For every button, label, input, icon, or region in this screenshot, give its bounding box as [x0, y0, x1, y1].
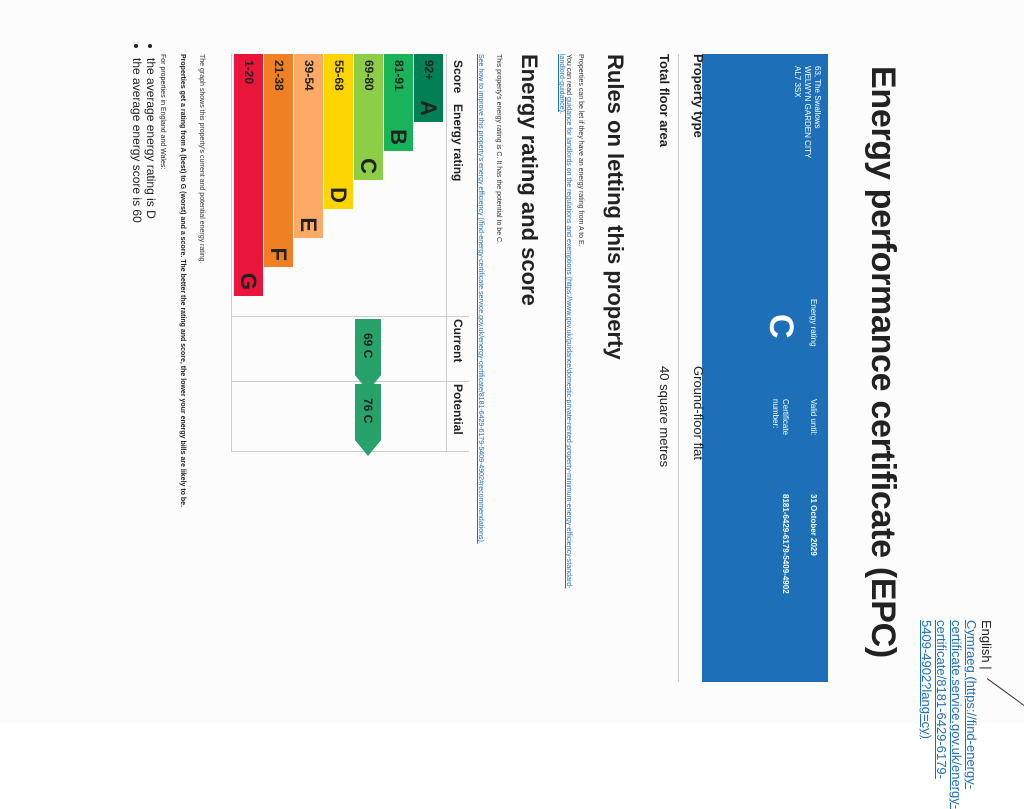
- current-header: Current: [451, 319, 465, 363]
- property-type-label: Property type: [691, 54, 706, 138]
- letting-heading: Rules on letting this property: [603, 54, 628, 360]
- averages-list: the average energy rating is D the avera…: [130, 40, 158, 223]
- chart-right-border: [231, 451, 469, 452]
- epc-chart: Score Energy rating Current Potential 92…: [209, 54, 469, 454]
- language-english[interactable]: English: [979, 620, 994, 663]
- rating-text: This property's energy rating is C. It h…: [495, 54, 502, 245]
- band-score-range: 81-91: [392, 60, 406, 91]
- list-item: the average energy rating is D: [144, 58, 158, 223]
- chart-caption: The graph shows this property's current …: [198, 54, 205, 264]
- list-item: the average energy score is 60: [130, 58, 144, 223]
- chart-current-border: [231, 316, 469, 317]
- band-score-range: 69-80: [362, 60, 376, 91]
- rating-band-a: 92+ A: [414, 54, 443, 122]
- band-letter: C: [356, 158, 381, 174]
- summary-banner: 63, The Swallows WELWYN GARDEN CITY AL7 …: [702, 54, 828, 682]
- current-rating-label: 69 C: [361, 333, 375, 359]
- rating-band-c: 69-80 C: [354, 54, 383, 180]
- certificate-number-value: 8181-6429-6179-5409-4902: [781, 494, 790, 594]
- band-score-range: 39-54: [302, 60, 316, 91]
- band-letter: B: [386, 129, 411, 145]
- rating-band-f: 21-38 F: [264, 54, 293, 267]
- rating-band-d: 55-68 D: [324, 54, 353, 209]
- band-letter: E: [296, 217, 321, 232]
- valid-until-label: Valid until:: [809, 399, 818, 436]
- band-letter: G: [236, 272, 261, 290]
- energy-rating-header: Energy rating: [451, 104, 465, 182]
- floor-area-value: 40 square metres: [657, 366, 672, 468]
- potential-rating-label: 76 C: [361, 398, 375, 424]
- rating-band-b: 81-91 B: [384, 54, 413, 151]
- landlord-guidance-link[interactable]: guidance for landlords on the regulation…: [558, 54, 572, 589]
- property-type-value: Ground-floor flat: [691, 366, 706, 460]
- energy-rating-label: Energy rating: [809, 299, 818, 347]
- epc-page: English | Cymraeg (https://find-energy-c…: [0, 0, 1024, 723]
- rating-heading: Energy rating and score: [517, 54, 542, 306]
- valid-until-value: 31 October 2029: [809, 494, 818, 556]
- language-welsh-link[interactable]: Cymraeg (https://find-energy-certificate…: [919, 620, 979, 809]
- language-bar: English | Cymraeg (https://find-energy-c…: [919, 620, 994, 809]
- chart-potential-border: [231, 381, 469, 382]
- page-title: Energy performance certificate (EPC): [864, 66, 902, 658]
- letting-guidance-suffix: .: [558, 111, 565, 114]
- improve-efficiency-link[interactable]: See how to improve this property's energ…: [477, 54, 484, 544]
- rating-explanation: Properties get a rating from A (best) to…: [179, 54, 186, 508]
- rating-band-g: 1-20 G: [234, 54, 263, 296]
- band-score-range: 21-38: [272, 60, 286, 91]
- band-score-range: 92+: [422, 60, 436, 81]
- letting-text: Properties can be let if they have an en…: [577, 54, 584, 247]
- potential-header: Potential: [451, 384, 465, 435]
- property-address: 63, The Swallows WELWYN GARDEN CITY AL7 …: [793, 66, 822, 159]
- band-letter: F: [266, 247, 291, 261]
- energy-rating-letter: C: [762, 314, 800, 339]
- band-letter: D: [326, 187, 351, 203]
- band-score-range: 55-68: [332, 60, 346, 91]
- language-separator: |: [979, 666, 994, 670]
- score-header: Score: [451, 60, 465, 94]
- letting-guidance-prefix: You can read: [565, 54, 572, 97]
- rating-band-e: 39-54 E: [294, 54, 323, 238]
- chart-header-line: [446, 54, 447, 452]
- divider: [678, 54, 679, 682]
- band-score-range: 1-20: [242, 60, 256, 85]
- potential-rating-tag: 76 C: [355, 384, 381, 456]
- certificate-number-label: Certificate number:: [771, 399, 790, 436]
- chart-bottom-line: [231, 54, 232, 452]
- floor-area-label: Total floor area: [657, 54, 672, 147]
- band-letter: A: [416, 100, 441, 116]
- letting-guidance: You can read guidance for landlords on t…: [558, 54, 572, 614]
- england-wales-text: For properties in England and Wales:: [159, 54, 166, 170]
